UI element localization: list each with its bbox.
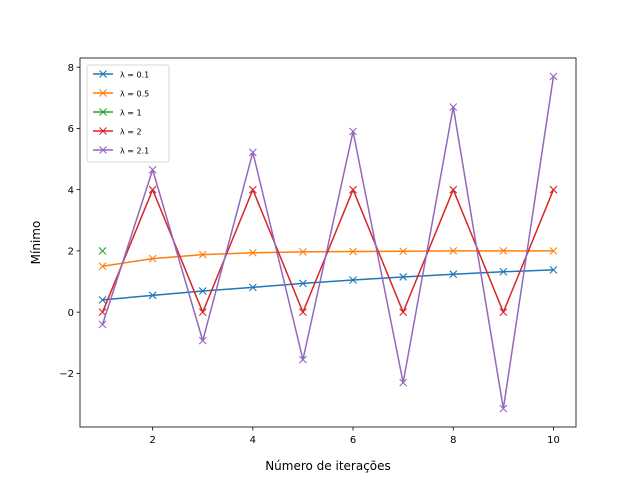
series-2 — [98, 247, 107, 255]
data-point — [198, 250, 207, 259]
series-line-0 — [102, 269, 554, 301]
y-axis-label: Mínimo — [29, 221, 43, 265]
data-point — [499, 308, 508, 317]
data-point — [148, 185, 157, 194]
data-point — [549, 266, 558, 274]
legend-item: λ = 2 — [93, 127, 142, 137]
legend-label: λ = 1 — [120, 109, 142, 118]
data-point — [248, 248, 257, 257]
data-point — [449, 247, 458, 255]
data-point — [198, 308, 207, 317]
data-point — [349, 276, 357, 284]
legend-item: λ = 2.1 — [93, 146, 149, 156]
series-line-3 — [101, 188, 555, 313]
plot-frame — [79, 57, 577, 428]
data-point — [299, 308, 307, 317]
data-point — [98, 262, 107, 271]
legend-label: λ = 0.5 — [120, 90, 149, 99]
data-point — [148, 165, 157, 174]
data-point — [98, 247, 107, 255]
series-line-4 — [101, 76, 555, 410]
y-tick-label: 8 — [68, 63, 74, 74]
legend-marker — [99, 70, 107, 78]
y-tick-label: 6 — [68, 124, 74, 135]
plot-area — [98, 72, 558, 413]
data-point — [499, 247, 508, 255]
legend-marker — [99, 127, 107, 135]
series-4 — [98, 72, 558, 413]
data-point — [248, 283, 257, 292]
data-point — [349, 247, 357, 256]
x-axis-label: Número de iterações — [265, 459, 391, 473]
data-point — [248, 148, 257, 157]
legend-marker — [99, 108, 107, 116]
data-point — [399, 247, 408, 256]
data-point — [399, 273, 408, 281]
data-point — [349, 185, 357, 194]
series-3 — [98, 185, 558, 317]
data-point — [499, 404, 508, 413]
legend-item: λ = 1 — [93, 108, 142, 118]
data-point — [399, 378, 408, 387]
data-point — [499, 267, 508, 276]
data-point — [198, 336, 207, 345]
legend-label: λ = 2 — [120, 128, 142, 137]
data-point — [449, 270, 458, 279]
x-tick-label: 4 — [250, 435, 256, 446]
data-point — [98, 308, 107, 317]
data-point — [549, 185, 558, 194]
data-point — [549, 247, 558, 255]
data-point — [98, 320, 107, 329]
axes: 2 4 6 8 10 −2 0 2 4 6 8 — [59, 57, 577, 446]
legend-marker — [99, 89, 107, 97]
data-point — [148, 254, 157, 263]
data-point — [98, 296, 107, 304]
legend-item: λ = 0.5 — [93, 89, 149, 99]
series-0 — [98, 266, 558, 304]
data-point — [299, 279, 307, 288]
legend-label: λ = 0.1 — [120, 71, 149, 80]
data-point — [349, 127, 357, 136]
x-tick-label: 10 — [547, 435, 560, 446]
legend-label: λ = 2.1 — [120, 147, 149, 156]
x-tick-label: 2 — [149, 435, 155, 446]
data-point — [148, 291, 157, 300]
data-point — [449, 185, 458, 194]
legend-box — [86, 64, 170, 163]
data-point — [549, 72, 558, 81]
y-tick-label: 4 — [68, 185, 74, 196]
x-tick-label: 6 — [350, 435, 356, 446]
data-point — [399, 308, 408, 317]
y-tick-label: 0 — [68, 308, 74, 319]
y-tick-label: −2 — [59, 369, 74, 380]
data-point — [248, 185, 257, 194]
legend-item: λ = 0.1 — [93, 70, 149, 80]
data-point — [299, 355, 307, 364]
data-point — [299, 247, 307, 256]
data-point — [198, 287, 207, 295]
legend-marker — [99, 146, 107, 154]
data-point — [449, 103, 458, 111]
y-tick-label: 2 — [68, 247, 74, 258]
legend: λ = 0.1 λ = 0.5 λ = 1 λ = 2 λ = 2.1 — [86, 64, 170, 163]
series-line-1 — [102, 250, 554, 267]
x-tick-label: 8 — [450, 435, 456, 446]
